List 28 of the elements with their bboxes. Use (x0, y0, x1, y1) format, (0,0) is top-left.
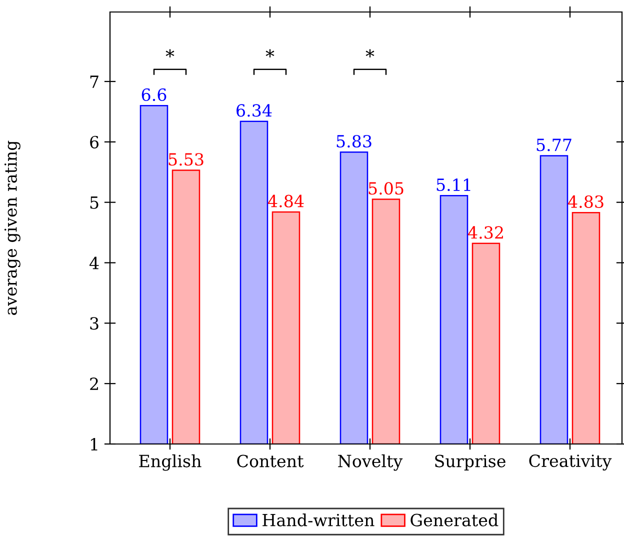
annotation: * (266, 49, 274, 58)
x-tick-label: Content (237, 454, 304, 468)
legend-label: Generated (410, 513, 498, 526)
data-label: 4.83 (568, 195, 604, 208)
data-label: 5.53 (168, 153, 204, 166)
y-axis-title: average given rating (4, 140, 20, 315)
data-label: 6.34 (236, 104, 272, 117)
annotation: * (366, 49, 374, 58)
x-tick-label: Surprise (435, 454, 506, 471)
data-label: 5.05 (368, 182, 404, 195)
data-label: 4.84 (268, 194, 304, 208)
y-tick-label: 1 (91, 438, 98, 450)
data-label: 5.83 (336, 134, 372, 148)
x-tick-label: Novelty (338, 454, 403, 471)
y-tick-label: 3 (90, 317, 98, 330)
data-label: 4.32 (468, 226, 503, 239)
annotation: * (166, 49, 174, 58)
y-tick-label: 7 (90, 76, 98, 88)
data-label: 6.6 (142, 88, 166, 102)
y-tick-label: 4 (89, 256, 99, 270)
legend-label: Hand-written (262, 513, 374, 526)
data-label: 5.11 (436, 178, 470, 192)
data-label: 5.77 (536, 138, 572, 152)
y-tick-label: 6 (90, 136, 99, 148)
y-tick-label: 2 (90, 378, 98, 390)
x-tick-label: Creativity (529, 454, 612, 471)
y-tick-label: 5 (90, 196, 98, 209)
x-tick-label: English (139, 454, 202, 471)
